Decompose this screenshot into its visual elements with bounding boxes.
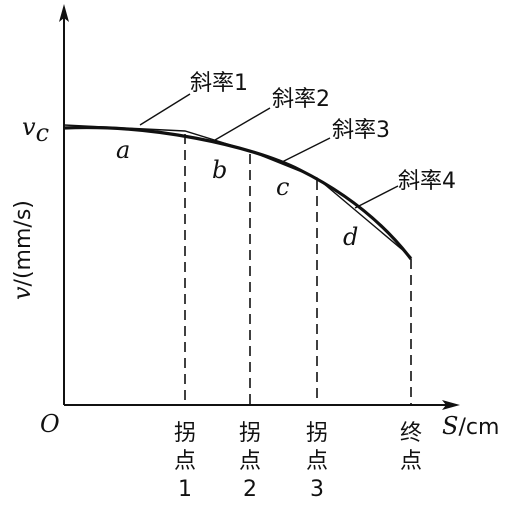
- slope-4-label: 斜率4: [398, 169, 456, 194]
- breakpoint-3-label: 拐 点 3: [306, 421, 328, 502]
- slope-3-label: 斜率3: [332, 118, 390, 143]
- breakpoint-1-label: 拐 点 1: [174, 421, 196, 502]
- segment-c-label: c: [276, 173, 289, 201]
- svg-text:点: 点: [174, 449, 196, 474]
- slope-approx-line: [63, 124, 412, 258]
- svg-text:拐: 拐: [174, 421, 196, 446]
- svg-text:拐: 拐: [306, 421, 328, 446]
- origin-label: O: [40, 410, 60, 438]
- velocity-curve: [63, 125, 413, 260]
- y-axis-arrow: [59, 4, 69, 22]
- svg-text:1: 1: [178, 477, 192, 500]
- breakpoint-2-label: 拐 点 2: [239, 421, 261, 502]
- svg-text:拐: 拐: [239, 421, 261, 446]
- slope-1-label: 斜率1: [190, 71, 248, 96]
- x-axis-label: S/cm: [442, 412, 499, 440]
- svg-text:终: 终: [400, 421, 422, 446]
- slope-3-leader: [279, 137, 331, 164]
- segment-a-label: a: [116, 136, 130, 164]
- svg-text:点: 点: [306, 449, 328, 474]
- segment-b-label: b: [212, 156, 227, 184]
- slope-2-leader: [214, 107, 271, 141]
- vc-label: vc: [22, 113, 49, 147]
- slope-2-label: 斜率2: [272, 87, 330, 112]
- svg-text:2: 2: [243, 477, 257, 500]
- slope-1-leader: [139, 93, 191, 126]
- svg-text:点: 点: [400, 449, 422, 474]
- y-axis-label: v/(mm/s): [8, 200, 36, 300]
- slope-4-leader: [354, 185, 399, 209]
- svg-text:点: 点: [239, 449, 261, 474]
- svg-text:3: 3: [310, 477, 324, 500]
- end-point-label: 终 点: [400, 421, 422, 474]
- x-axis-arrow: [442, 400, 460, 410]
- segment-d-label: d: [343, 223, 358, 251]
